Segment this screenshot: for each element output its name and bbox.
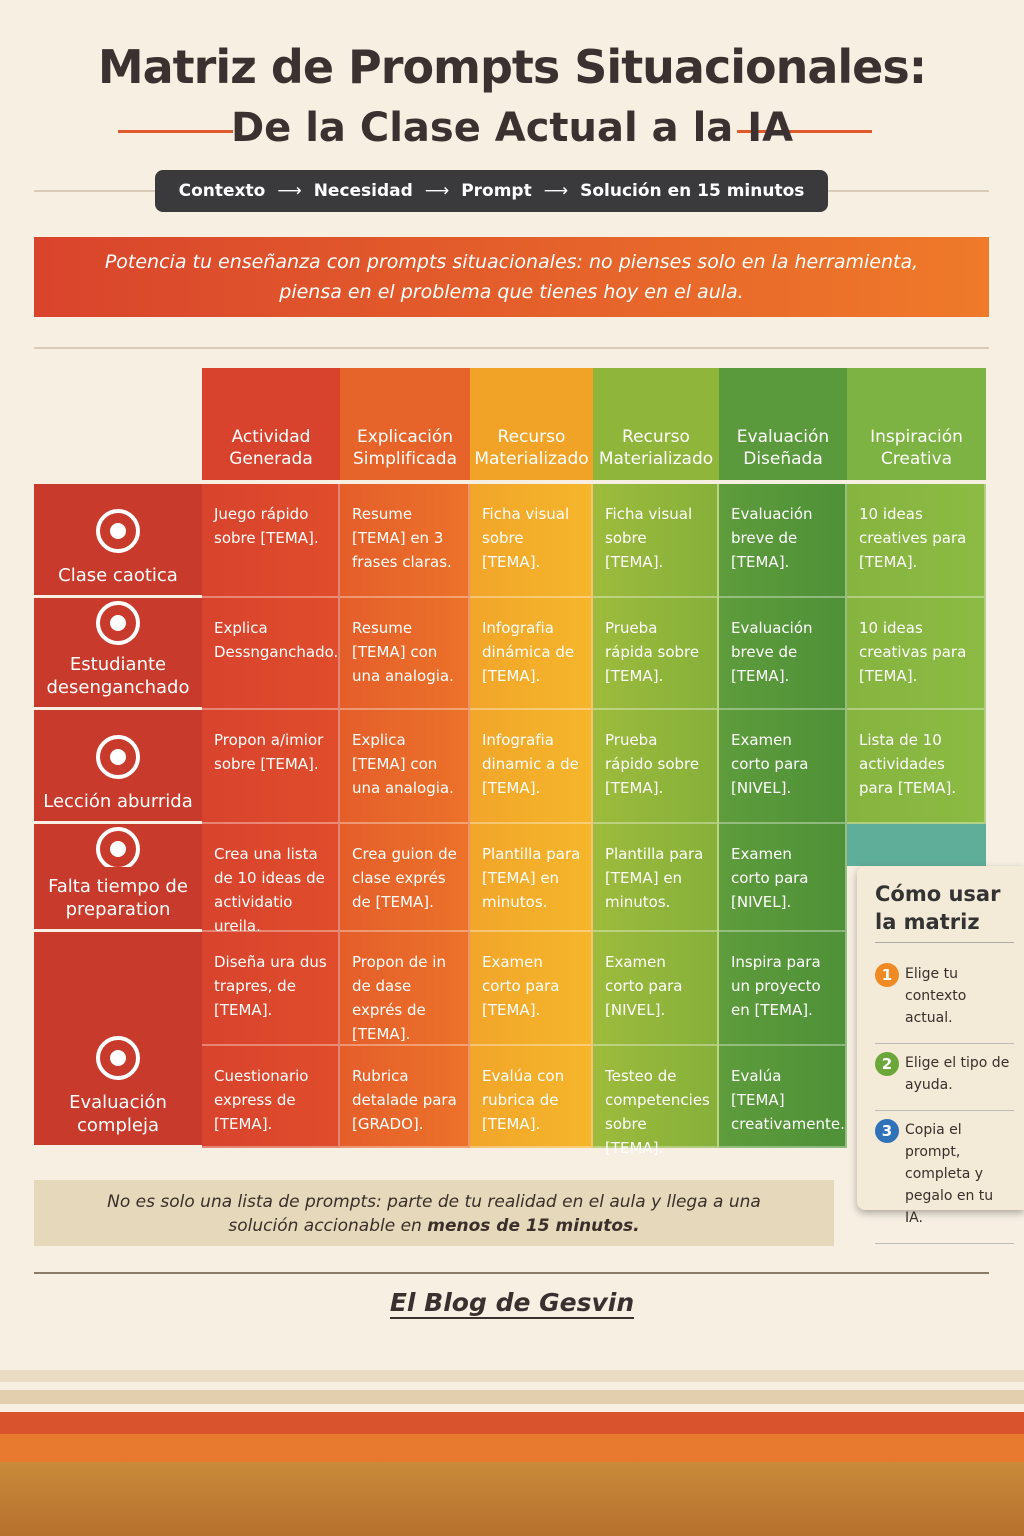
note-text: No es solo una lista de prompts: parte d… [107,1192,761,1236]
brand: El Blog de Gesvin [0,1288,1024,1319]
step-text: Elige el tipo de ayuda. [905,1055,1010,1093]
column-header: Evaluación Diseñada [719,368,847,480]
guide-title: Cómo usar la matriz [875,880,1014,943]
step-number: 2 [875,1052,899,1076]
title: Matriz de Prompts Situacionales: [97,40,927,94]
row-label: Clase caotica [34,484,202,598]
row-label-text: Estudiante desenganchado [46,654,190,698]
steps: 1 Elige tu contexto actual. 2 Elige el tipo… [875,955,1014,1244]
stripe [0,1434,1024,1462]
row-label: Falta tiempo de preparation [34,824,202,932]
cell: Crea una lista de 10 ideas de actividati… [202,824,340,935]
arrow: ⟶ [424,181,450,201]
subtitle: De la Clase Actual a la IA [230,105,794,151]
step: 1 Elige tu contexto actual. [875,955,1014,1044]
step: 2 Elige el tipo de ayuda. [875,1044,1014,1111]
cell: Prueba rápido sobre [TEMA]. [593,710,719,824]
cell: Evaluación breve de [TEMA]. [719,598,847,710]
row-label-text: Lección aburrida [43,791,193,812]
cell: Prueba rápida sobre [TEMA]. [593,598,719,710]
column-header: Recurso Materializado [593,368,719,480]
cell: Resume [TEMA] en 3 frases claras. [340,484,470,598]
cell: Ficha visual sobre [TEMA]. [470,484,593,598]
column-header: Actividad Generada [202,368,340,480]
flow-step: Contexto [178,181,266,201]
cell: Juego rápido sobre [TEMA]. [202,484,340,598]
step-text: Copia el prompt, completa y pegalo en tu… [905,1122,994,1226]
row-label-text: Falta tiempo de preparation [48,876,188,920]
row-icon [96,601,140,645]
cell: Diseña ura dus trapres, de [TEMA]. [202,932,340,1046]
step-number: 3 [875,1119,899,1143]
row-label: Evaluación compleja [34,932,202,1148]
cell: Propon a/imior sobre [TEMA]. [202,710,340,824]
column-header: Inspiración Creativa [847,368,986,480]
step-number: 1 [875,963,899,987]
cell: Infografia dinamic a de [TEMA]. [470,710,593,824]
cell: Crea guion de clase exprés de [TEMA]. [340,824,470,932]
cell: Cuestionario express de [TEMA]. [202,1046,340,1148]
cell: Propon de in de dase exprés de [TEMA]. [340,932,470,1046]
note: No es solo una lista de prompts: parte d… [34,1180,834,1246]
arrow: ⟶ [543,181,569,201]
cell: Explica Dessnganchado. [202,598,340,710]
cell: Examen corto para [NIVEL]. [719,824,847,932]
flow-step: Prompt [461,181,532,201]
cell: Evaluación breve de [TEMA]. [719,484,847,598]
cell: Examen corto para [NIVEL]. [719,710,847,824]
stripe [0,1370,1024,1382]
stripe [0,1412,1024,1434]
stripe [0,1462,1024,1536]
cell: Explica [TEMA] con una analogia. [340,710,470,824]
stripe [0,1390,1024,1404]
cell: Evalúa [TEMA] creativamente. [719,1046,847,1148]
banner: Potencia tu enseñanza con prompts situac… [34,237,989,317]
cell: Inspira para un proyecto en [TEMA]. [719,932,847,1046]
cell: Infografia dinámica de [TEMA]. [470,598,593,710]
flow-step: Necesidad [313,181,413,201]
cell: Ficha visual sobre [TEMA]. [593,484,719,598]
row-label: Lección aburrida [34,710,202,824]
cell: 10 ideas creativas para [TEMA]. [847,598,986,710]
empty-cell [847,824,986,866]
cell: Examen corto para [NIVEL]. [593,932,719,1046]
row-icon [96,1036,140,1080]
row-icon [96,735,140,779]
step: 3 Copia el prompt, completa y pegalo en t… [875,1111,1014,1244]
rule [34,347,989,349]
cell: Plantilla para [TEMA] en minutos. [593,824,719,932]
cell: Rubrica detalade para [GRADO]. [340,1046,470,1148]
row-label-text: Clase caotica [58,565,178,586]
cell: Evalúa con rubrica de [TEMA]. [470,1046,593,1148]
cell: Plantilla para [TEMA] en minutos. [470,824,593,932]
cell: Lista de 10 actividades para [TEMA]. [847,710,986,824]
rule [737,130,872,133]
cell: Examen corto para [TEMA]. [470,932,593,1046]
row-label: Estudiante desenganchado [34,598,202,710]
step-text: Elige tu contexto actual. [905,966,967,1026]
cell: Resume [TEMA] con una analogia. [340,598,470,710]
flow: Contexto ⟶ Necesidad ⟶ Prompt ⟶ Solución en 15… [155,170,828,212]
guide: Cómo usar la matriz 1 Elige tu contexto a… [857,866,1024,1244]
column-header: Explicación Simplificada [340,368,470,480]
row-icon [96,509,140,553]
flow-step: Solución en 15 minutos [580,181,805,201]
rule [34,1272,989,1274]
row-label-text: Evaluación compleja [69,1092,167,1136]
note-bold: menos de 15 minutos. [427,1216,640,1236]
rule [118,130,233,133]
brand-text: El Blog de Gesvin [389,1288,635,1319]
cell: 10 ideas creatives para [TEMA]. [847,484,986,598]
cell: Testeo de competencies sobre [TEMA]. [593,1046,719,1157]
column-header: Recurso Materializado [470,368,593,480]
arrow: ⟶ [277,181,302,201]
row-icon [96,827,140,867]
